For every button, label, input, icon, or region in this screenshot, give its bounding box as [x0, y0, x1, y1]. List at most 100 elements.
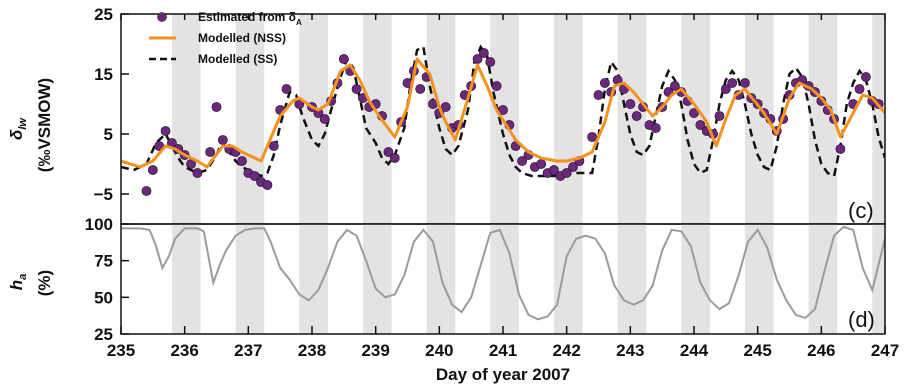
estimated-point-108 [861, 72, 871, 82]
estimated-point-8 [192, 168, 203, 178]
estimated-point-72 [625, 99, 636, 109]
estimated-point-16 [249, 171, 260, 181]
night-band-c-3 [362, 14, 392, 224]
night-band-d-3 [362, 224, 392, 334]
estimated-point-30 [351, 84, 362, 94]
estimated-point-79 [670, 81, 680, 91]
estimated-point-86 [714, 111, 725, 121]
series-line-ss [121, 44, 885, 178]
x-tick-label-4: 239 [361, 341, 389, 360]
legend-label-ss: Modelled (SS) [198, 52, 277, 66]
estimated-point-52 [491, 81, 502, 91]
panel-d-y-ticks: 100 75 50 25 [85, 215, 129, 344]
night-band-c-0 [171, 14, 201, 224]
estimated-point-59 [536, 159, 547, 169]
night-band-c-6 [553, 14, 583, 224]
night-band-d-6 [553, 224, 583, 334]
estimated-point-35 [383, 147, 394, 157]
estimated-point-10 [211, 102, 222, 112]
x-tick-label-5: 240 [425, 341, 453, 360]
panel-c-y-ticks: 25 15 5 −5 [94, 5, 129, 204]
estimated-point-19 [268, 141, 279, 151]
x-tick-label-7: 242 [552, 341, 580, 360]
panel-c-ylabel-unit: (‰VSMOW) [35, 78, 54, 172]
night-band-d-0 [171, 224, 201, 334]
estimated-point-44 [440, 102, 451, 112]
night-band-c-11 [872, 14, 885, 224]
y-tick-label-d-1: 75 [94, 252, 113, 271]
estimated-point-21 [281, 84, 292, 94]
y-tick-label-c-0: 25 [94, 5, 113, 24]
x-tick-label-3: 238 [298, 341, 326, 360]
panel-d-ylabel-symbol: ha [7, 274, 29, 291]
x-tick-label-1: 236 [170, 341, 198, 360]
estimated-point-67 [593, 90, 604, 100]
estimated-point-51 [485, 57, 496, 67]
ylabel-d-subscript: a [17, 274, 29, 280]
x-tick-label-9: 244 [680, 341, 709, 360]
legend-marker-estimated [157, 12, 167, 22]
x-tick-label-12: 247 [871, 341, 899, 360]
legend: Estimated from δA Modelled (NSS) Modelle… [149, 10, 302, 66]
night-band-c-1 [235, 14, 265, 224]
x-axis-title: Day of year 2007 [436, 365, 570, 384]
night-band-d-7 [617, 224, 647, 334]
estimated-point-64 [568, 162, 578, 172]
y-tick-label-d-0: 100 [85, 215, 113, 234]
estimated-point-90 [740, 78, 750, 88]
night-band-d-9 [744, 224, 774, 334]
legend-label-nss: Modelled (NSS) [198, 31, 286, 45]
legend-estimated-label: Estimated from δ [198, 10, 296, 24]
estimated-point-1 [147, 165, 158, 175]
panel-c-series [121, 44, 885, 196]
ylabel-d-symbol: h [7, 280, 26, 290]
night-band-d-1 [235, 224, 265, 334]
x-tick-label-8: 243 [616, 341, 644, 360]
estimated-point-25 [319, 114, 330, 124]
estimated-point-28 [338, 54, 349, 64]
night-band-c-5 [490, 14, 519, 224]
estimated-point-3 [160, 126, 171, 136]
estimated-point-53 [498, 105, 508, 115]
estimated-point-73 [631, 111, 642, 121]
estimated-point-76 [650, 123, 661, 133]
panel-d-ylabel-unit: (%) [35, 270, 54, 296]
legend-label-estimated: Estimated from δA [198, 10, 302, 27]
estimated-point-61 [549, 165, 559, 175]
x-axis: 235 236 237 238 239 240 241 242 243 244 245 246 247 [107, 14, 899, 360]
y-tick-label-c-3: −5 [94, 185, 113, 204]
estimated-point-83 [695, 120, 706, 130]
series-line-humidity [121, 225, 885, 321]
panel-d-series [121, 225, 885, 321]
panel-d: 100 75 50 25 ha (%) (d) [7, 215, 886, 344]
estimated-point-14 [237, 156, 247, 166]
y-tick-label-d-2: 50 [94, 288, 113, 307]
panel-c-ylabel-symbol: δlw [7, 117, 29, 140]
x-tick-label-10: 245 [743, 341, 771, 360]
estimated-point-63 [561, 168, 572, 178]
x-tick-label-0: 235 [107, 341, 135, 360]
series-line-nss [121, 57, 885, 169]
estimated-point-36 [389, 153, 400, 163]
x-tick-label-2: 237 [234, 341, 262, 360]
estimated-point-107 [854, 84, 865, 94]
estimated-point-18 [262, 180, 273, 190]
ylabel-c-subscript: lw [17, 117, 29, 130]
legend-estimated-sub: A [296, 18, 302, 27]
y-tick-label-c-1: 15 [94, 65, 113, 84]
ylabel-c-symbol: δ [7, 129, 26, 140]
y-tick-label-c-2: 5 [104, 125, 113, 144]
night-bands-d [171, 224, 885, 334]
y-tick-label-d-3: 25 [94, 325, 113, 344]
estimated-point-56 [517, 156, 527, 166]
estimated-point-0 [141, 186, 152, 196]
estimated-point-105 [835, 144, 846, 154]
night-bands [171, 14, 885, 224]
night-band-c-7 [617, 14, 647, 224]
estimated-point-66 [587, 132, 598, 142]
panel-d-letter: (d) [848, 307, 875, 332]
estimated-point-40 [415, 84, 426, 94]
panel-c: 25 15 5 −5 δlw (‰VSMOW) (c) Estimated from … [7, 5, 886, 225]
panel-c-letter: (c) [848, 198, 874, 223]
